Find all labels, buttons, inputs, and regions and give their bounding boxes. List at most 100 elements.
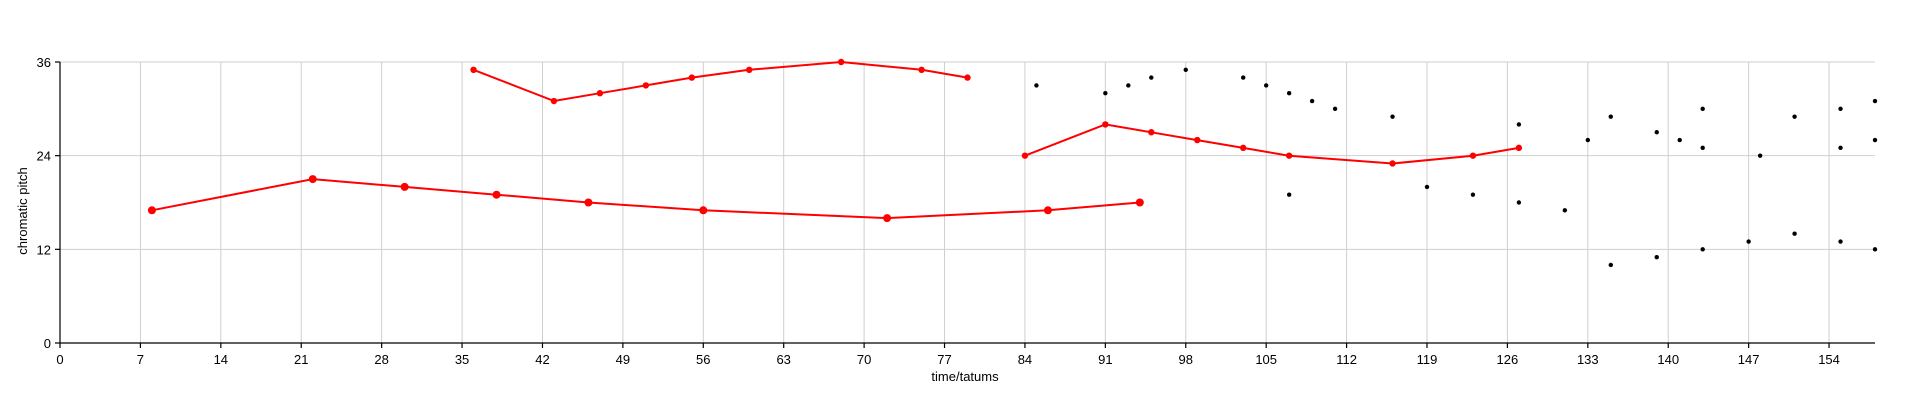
scatter-point xyxy=(1757,153,1763,158)
series-point xyxy=(308,175,317,184)
scatter-point xyxy=(1872,137,1878,143)
series-point xyxy=(699,206,708,215)
scatter-point xyxy=(1838,106,1843,112)
series-point xyxy=(1239,144,1247,152)
series-point xyxy=(1469,152,1477,159)
scatter-point xyxy=(1792,114,1797,119)
scatter-point xyxy=(1700,247,1705,252)
series-point xyxy=(492,190,501,199)
scatter-point xyxy=(1792,231,1797,236)
x-tick-label: 133 xyxy=(1577,352,1599,367)
series-point xyxy=(964,74,971,81)
series-point xyxy=(147,206,156,215)
scatter-point xyxy=(1608,262,1613,268)
x-tick-label: 98 xyxy=(1179,352,1193,367)
series-point xyxy=(1135,198,1144,207)
x-axis-title: time/tatums xyxy=(931,369,999,384)
scatter-point xyxy=(1677,137,1682,143)
series-point xyxy=(642,82,650,89)
scatter-point xyxy=(1332,106,1338,112)
scatter-point xyxy=(1872,247,1878,252)
x-tick-label: 70 xyxy=(857,352,871,367)
x-tick-label: 140 xyxy=(1657,352,1679,367)
series-point xyxy=(837,58,845,66)
scatter-point xyxy=(1838,239,1843,244)
scatter-point xyxy=(1126,83,1131,88)
x-tick-label: 112 xyxy=(1336,352,1357,367)
scatter-point xyxy=(1424,184,1430,190)
x-tick-label: 42 xyxy=(535,352,549,367)
scatter-point xyxy=(1240,75,1246,80)
x-tick-label: 56 xyxy=(696,352,710,367)
series-line-1 xyxy=(151,178,1140,220)
scatter-point xyxy=(1149,75,1154,80)
series-point xyxy=(1043,206,1052,215)
series-point xyxy=(1515,144,1523,152)
series-point xyxy=(918,66,925,74)
series-line-3 xyxy=(1024,123,1520,165)
series-point xyxy=(596,90,604,97)
x-tick-label: 63 xyxy=(776,352,790,367)
axes xyxy=(55,61,1875,348)
tick-labels: 0 7 14 21 28 35 42 49 56 63 70 77 84 91 98 105 112 119 126… xyxy=(37,55,1840,367)
scatter-point xyxy=(1516,122,1522,127)
x-tick-label: 77 xyxy=(937,352,951,367)
series-point xyxy=(883,214,892,223)
scatter-point xyxy=(1562,208,1568,213)
x-tick-label: 21 xyxy=(294,352,308,367)
scatter-point xyxy=(1516,200,1522,205)
series-line-2 xyxy=(473,60,968,103)
x-tick-label: 49 xyxy=(616,352,630,367)
series-point xyxy=(1102,121,1109,128)
x-tick-label: 0 xyxy=(56,352,63,367)
x-tick-label: 84 xyxy=(1018,352,1032,367)
series-point xyxy=(1148,129,1155,136)
grid-lines xyxy=(60,61,1875,343)
series-point xyxy=(688,74,696,81)
series-point xyxy=(1285,152,1293,159)
scatter-point xyxy=(1103,91,1108,96)
scatter-point xyxy=(1585,137,1591,143)
x-tick-label: 105 xyxy=(1255,352,1277,367)
y-tick-label: 24 xyxy=(37,149,51,164)
x-tick-label: 35 xyxy=(455,352,469,367)
series-point xyxy=(470,66,477,74)
x-tick-label: 14 xyxy=(214,352,228,367)
scatter-point xyxy=(1746,239,1751,244)
series-point xyxy=(1194,136,1201,144)
x-tick-label: 119 xyxy=(1417,352,1438,367)
x-tick-label: 154 xyxy=(1818,352,1840,367)
x-tick-label: 7 xyxy=(137,352,144,367)
scatter-points xyxy=(1034,67,1878,268)
scatter-point xyxy=(1654,130,1659,135)
scatter-point xyxy=(1286,91,1292,96)
x-tick-label: 91 xyxy=(1098,352,1112,367)
series-lines xyxy=(147,58,1523,223)
scatter-point xyxy=(1286,192,1292,197)
scatter-point xyxy=(1700,145,1705,151)
y-tick-label: 12 xyxy=(37,242,51,257)
series-point xyxy=(550,97,558,105)
scatter-point xyxy=(1263,83,1269,88)
series-point xyxy=(1389,160,1396,167)
scatter-point xyxy=(1872,98,1878,104)
x-tick-label: 126 xyxy=(1497,352,1519,367)
scatter-point xyxy=(1309,98,1315,104)
scatter-point xyxy=(1838,145,1843,151)
scatter-point xyxy=(1654,254,1659,260)
y-tick-label: 36 xyxy=(37,55,51,70)
series-point xyxy=(1021,152,1029,159)
scatter-point xyxy=(1390,114,1395,119)
scatter-point xyxy=(1470,192,1476,197)
x-tick-label: 28 xyxy=(374,352,388,367)
scatter-point xyxy=(1034,83,1039,88)
scatter-point xyxy=(1183,67,1188,73)
y-axis-title: chromatic pitch xyxy=(15,167,30,254)
scatter-point xyxy=(1608,114,1613,119)
series-point xyxy=(584,198,593,207)
x-tick-label: 147 xyxy=(1738,352,1760,367)
y-tick-label: 0 xyxy=(44,336,51,351)
series-point xyxy=(400,182,409,191)
series-point xyxy=(746,66,753,74)
